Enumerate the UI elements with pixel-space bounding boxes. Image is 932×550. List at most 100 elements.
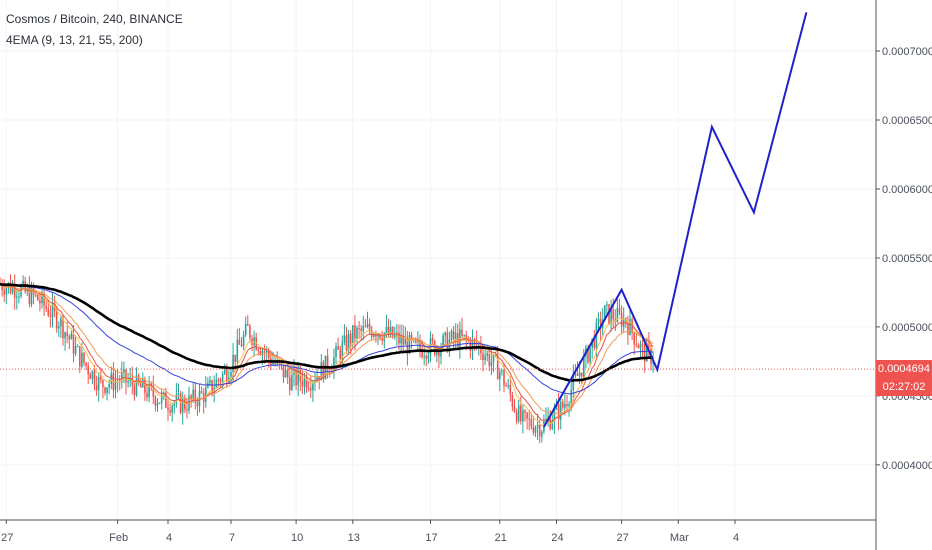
candle-body bbox=[427, 355, 430, 359]
candle-body bbox=[408, 334, 411, 354]
candle-body bbox=[370, 330, 373, 337]
candle-body bbox=[326, 355, 329, 371]
candle-body bbox=[604, 305, 606, 320]
candle-body bbox=[448, 339, 451, 352]
candle-body bbox=[387, 326, 390, 336]
candle-body bbox=[484, 355, 486, 361]
candle-body bbox=[247, 323, 249, 326]
candle-body bbox=[446, 332, 449, 352]
indicator-legend[interactable]: 4EMA (9, 13, 21, 55, 200) bbox=[6, 33, 143, 47]
candle-body bbox=[578, 372, 581, 376]
candle-body bbox=[354, 325, 356, 339]
candle-body bbox=[108, 383, 110, 388]
candle-body bbox=[144, 378, 146, 393]
candle-body bbox=[41, 293, 43, 304]
candle-body bbox=[461, 329, 463, 336]
candle-body bbox=[148, 383, 150, 398]
candle-body bbox=[104, 387, 106, 393]
candle-body bbox=[379, 333, 381, 339]
candle-body bbox=[616, 307, 619, 322]
candle-body bbox=[318, 376, 320, 381]
candle-body bbox=[74, 346, 77, 354]
candle-body bbox=[261, 350, 264, 355]
candle-body bbox=[488, 353, 491, 366]
candle-body bbox=[482, 353, 484, 361]
candle-body bbox=[564, 404, 566, 408]
candle-body bbox=[618, 307, 621, 313]
candle-body bbox=[152, 386, 155, 398]
candle-body bbox=[89, 374, 92, 380]
current-price-label: 0.0004694 bbox=[876, 360, 932, 379]
price-tick-label: 0.0005000 bbox=[882, 322, 932, 334]
candle-body bbox=[192, 389, 194, 399]
candle-body bbox=[167, 407, 169, 411]
candle-body bbox=[184, 398, 186, 410]
chart-axes bbox=[0, 0, 877, 550]
candle-body bbox=[335, 346, 337, 358]
candle-body bbox=[385, 326, 388, 333]
price-tick-label: 0.0007000 bbox=[882, 46, 932, 58]
candle-body bbox=[70, 333, 73, 340]
candle-body bbox=[559, 401, 562, 420]
candle-body bbox=[534, 427, 537, 433]
candle-body bbox=[492, 354, 495, 362]
candle-body bbox=[587, 347, 589, 363]
candle-body bbox=[425, 355, 428, 359]
candle-body bbox=[95, 385, 98, 391]
candle-body bbox=[606, 304, 608, 306]
candle-body bbox=[641, 343, 644, 345]
candle-body bbox=[486, 353, 488, 356]
price-tick-label: 0.0006500 bbox=[882, 115, 932, 127]
candle-body bbox=[454, 332, 457, 340]
candle-body bbox=[37, 294, 39, 301]
candle-body bbox=[352, 325, 354, 344]
candle-body bbox=[316, 376, 318, 382]
candle-body bbox=[205, 387, 207, 403]
candle-body bbox=[511, 394, 514, 407]
candle-body bbox=[562, 401, 564, 408]
candle-body bbox=[291, 374, 293, 390]
candle-body bbox=[341, 342, 344, 360]
candle-body bbox=[402, 335, 404, 345]
candle-body bbox=[142, 378, 144, 388]
candle-body bbox=[263, 350, 266, 353]
candle-body bbox=[171, 405, 173, 413]
candle-body bbox=[566, 404, 568, 407]
candle-body bbox=[244, 323, 247, 336]
candle-body bbox=[522, 410, 524, 422]
candle-body bbox=[383, 332, 386, 342]
candle-body bbox=[154, 397, 157, 406]
candle-body bbox=[517, 405, 520, 422]
candle-body bbox=[211, 380, 213, 393]
candle-body bbox=[202, 392, 205, 403]
candle-body bbox=[81, 352, 83, 367]
candle-body bbox=[368, 324, 371, 331]
candle-body bbox=[377, 333, 379, 337]
candle-body bbox=[389, 326, 392, 336]
candle-body bbox=[333, 357, 335, 371]
candle-body bbox=[301, 381, 304, 387]
candle-body bbox=[156, 403, 159, 406]
projection-drawing[interactable] bbox=[543, 12, 808, 428]
candle-body bbox=[79, 346, 81, 367]
ema-line bbox=[0, 283, 654, 395]
price-tick-label: 0.0006000 bbox=[882, 184, 932, 196]
candle-body bbox=[238, 339, 241, 345]
candle-body bbox=[513, 406, 516, 412]
candle-body bbox=[358, 328, 360, 330]
candle-body bbox=[515, 411, 518, 422]
candle-body bbox=[450, 331, 453, 340]
candle-body bbox=[45, 305, 47, 309]
candle-body bbox=[196, 402, 199, 406]
candle-body bbox=[505, 385, 507, 387]
candle-body bbox=[345, 335, 348, 351]
candle-body bbox=[297, 370, 299, 386]
candle-body bbox=[599, 318, 602, 329]
candle-body bbox=[66, 332, 68, 336]
candle-body bbox=[223, 369, 226, 374]
symbol-title[interactable]: Cosmos / Bitcoin, 240, BINANCE bbox=[6, 12, 183, 26]
candle-body bbox=[62, 318, 64, 339]
candle-body bbox=[194, 389, 197, 403]
candle-body bbox=[16, 296, 18, 298]
